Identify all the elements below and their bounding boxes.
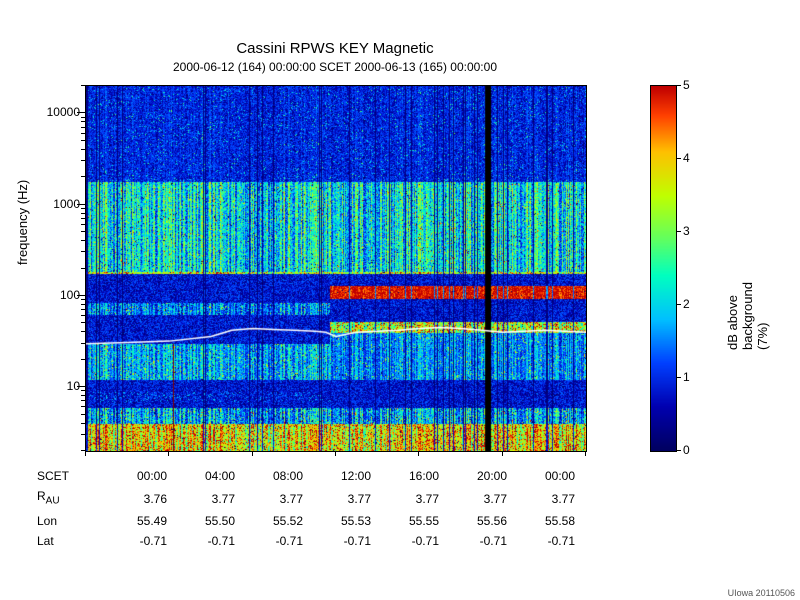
colorbar — [650, 85, 677, 452]
x-row-value: 08:00 — [241, 467, 307, 485]
colorbar-tick: 0 — [683, 443, 690, 457]
chart-subtitle: 2000-06-12 (164) 00:00:00 SCET 2000-06-1… — [85, 60, 585, 74]
y-tick-label: 10 — [30, 379, 80, 393]
x-row-value: 20:00 — [445, 467, 511, 485]
x-row-value: 3.77 — [513, 487, 579, 510]
x-row-value: -0.71 — [241, 532, 307, 550]
x-row-value: 3.77 — [377, 487, 443, 510]
x-row-value: 12:00 — [309, 467, 375, 485]
x-row-label: SCET — [37, 467, 103, 485]
x-row-value: 3.77 — [309, 487, 375, 510]
colorbar-tick: 4 — [683, 151, 690, 165]
x-row-label: Lon — [37, 512, 103, 530]
y-tick-label: 1000 — [30, 197, 80, 211]
x-row-value: 3.77 — [445, 487, 511, 510]
x-row-value: 00:00 — [105, 467, 171, 485]
x-row-value: -0.71 — [377, 532, 443, 550]
x-row-value: 55.50 — [173, 512, 239, 530]
colorbar-tick: 5 — [683, 78, 690, 92]
x-row-value: -0.71 — [513, 532, 579, 550]
colorbar-tick: 1 — [683, 370, 690, 384]
x-row-value: -0.71 — [173, 532, 239, 550]
x-row-value: 16:00 — [377, 467, 443, 485]
x-row-label: Lat — [37, 532, 103, 550]
x-row-value: 3.77 — [173, 487, 239, 510]
x-row-value: 55.58 — [513, 512, 579, 530]
y-tick-label: 10000 — [30, 105, 80, 119]
x-row-value: 04:00 — [173, 467, 239, 485]
colorbar-tick: 3 — [683, 224, 690, 238]
footer-credit: UIowa 20110506 — [728, 588, 795, 598]
x-row-value: 3.76 — [105, 487, 171, 510]
colorbar-label: dB above background (7%) — [725, 275, 770, 350]
y-axis-label: frequency (Hz) — [15, 180, 30, 265]
figure-container: Cassini RPWS KEY Magnetic 2000-06-12 (16… — [0, 0, 800, 600]
x-row-value: 55.53 — [309, 512, 375, 530]
x-row-value: -0.71 — [105, 532, 171, 550]
chart-title: Cassini RPWS KEY Magnetic — [85, 40, 585, 57]
spectrogram-canvas — [86, 86, 586, 451]
x-row-value: 55.49 — [105, 512, 171, 530]
x-row-value: 55.55 — [377, 512, 443, 530]
x-row-value: 00:00 — [513, 467, 579, 485]
x-row-value: 3.77 — [241, 487, 307, 510]
spectrogram-plot — [85, 85, 587, 452]
y-tick-label: 100 — [30, 288, 80, 302]
x-row-value: -0.71 — [309, 532, 375, 550]
colorbar-tick: 2 — [683, 297, 690, 311]
x-row-value: -0.71 — [445, 532, 511, 550]
x-row-value: 55.56 — [445, 512, 511, 530]
x-row-value: 55.52 — [241, 512, 307, 530]
x-row-label: RAU — [37, 487, 103, 510]
colorbar-canvas — [651, 86, 676, 451]
